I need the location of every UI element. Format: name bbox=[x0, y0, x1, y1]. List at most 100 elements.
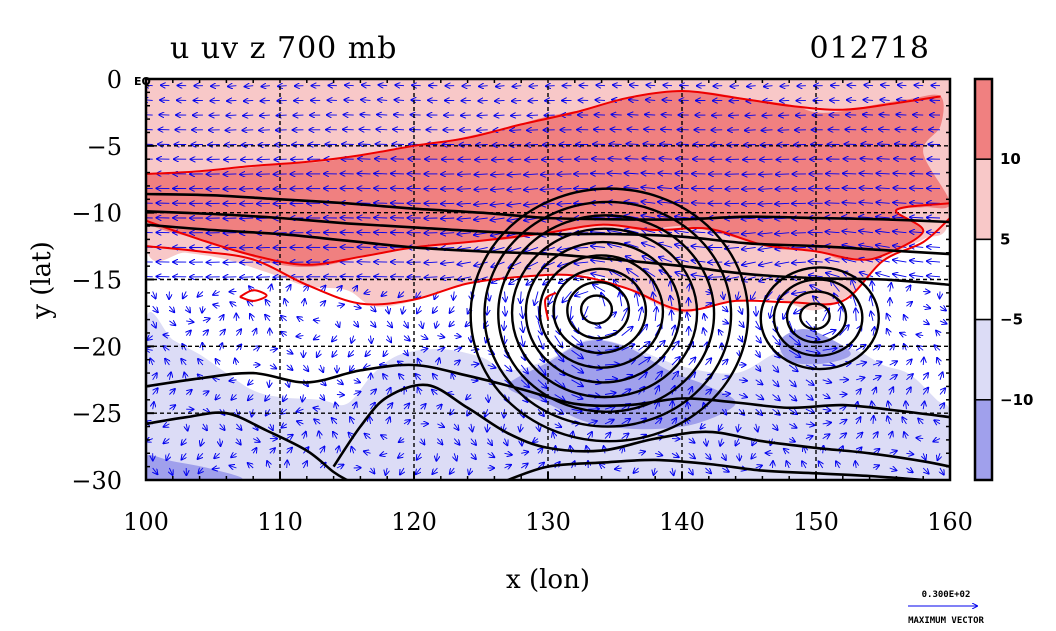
wind-vector bbox=[722, 321, 728, 324]
wind-vector bbox=[755, 395, 764, 400]
wind-vector bbox=[164, 439, 170, 444]
wind-vector bbox=[387, 306, 389, 313]
wind-vector bbox=[320, 447, 324, 454]
wind-vector bbox=[507, 189, 522, 190]
wind-vector bbox=[452, 374, 455, 380]
wind-vector bbox=[303, 461, 307, 469]
wind-vector bbox=[629, 100, 639, 101]
wind-vector bbox=[336, 380, 343, 384]
wind-vector bbox=[242, 130, 254, 131]
wind-vector bbox=[297, 421, 304, 424]
wind-vector bbox=[214, 453, 220, 458]
wind-vector bbox=[739, 408, 744, 415]
wind-vector bbox=[822, 365, 835, 366]
wind-vector bbox=[856, 378, 864, 380]
wind-vector bbox=[927, 232, 941, 233]
wind-vector bbox=[360, 129, 371, 130]
colorbar-segment bbox=[974, 238, 993, 321]
wind-vector bbox=[906, 387, 910, 395]
wind-vector bbox=[537, 379, 547, 388]
colorbar-segment bbox=[974, 78, 993, 160]
wind-vector bbox=[792, 233, 806, 234]
wind-vector bbox=[470, 380, 478, 381]
wind-vector bbox=[510, 130, 522, 131]
wind-vector bbox=[353, 380, 360, 383]
wind-vector bbox=[759, 203, 773, 204]
wind-vector bbox=[286, 365, 293, 370]
wind-vector bbox=[169, 389, 175, 395]
wind-vector bbox=[688, 439, 695, 443]
wind-vector bbox=[839, 406, 846, 409]
wind-vector bbox=[183, 291, 186, 299]
chart-timestamp: 012718 bbox=[809, 31, 930, 66]
wind-vector bbox=[475, 174, 488, 175]
wind-vector bbox=[161, 85, 170, 86]
wind-vector bbox=[805, 335, 820, 340]
wind-vector bbox=[805, 436, 813, 439]
wind-vector bbox=[856, 417, 860, 425]
wind-vector bbox=[688, 373, 695, 381]
wind-vector bbox=[337, 320, 339, 327]
wind-vector bbox=[739, 306, 742, 314]
wind-vector bbox=[658, 202, 673, 204]
geopotential-ring bbox=[579, 294, 614, 325]
wind-vector bbox=[504, 320, 505, 330]
wind-vector bbox=[570, 306, 571, 320]
wind-vector bbox=[604, 364, 619, 365]
wind-vector bbox=[742, 218, 756, 219]
wind-vector bbox=[240, 174, 254, 175]
wind-vector bbox=[487, 423, 488, 432]
wind-vector bbox=[745, 130, 756, 131]
wind-vector bbox=[935, 345, 941, 350]
wind-vector bbox=[621, 434, 629, 439]
wind-vector bbox=[417, 305, 421, 313]
wind-vector bbox=[354, 286, 357, 292]
wind-vector bbox=[630, 85, 639, 86]
wind-vector bbox=[643, 256, 656, 263]
wind-vector bbox=[474, 203, 488, 204]
wind-vector bbox=[147, 336, 153, 340]
wind-vector bbox=[395, 100, 405, 101]
wind-vector bbox=[859, 245, 874, 248]
wind-vector bbox=[351, 335, 353, 343]
wind-vector bbox=[436, 320, 438, 328]
wind-vector bbox=[270, 423, 273, 430]
wind-vector bbox=[529, 86, 539, 87]
wind-vector bbox=[538, 306, 539, 320]
wind-vector bbox=[721, 468, 729, 472]
wind-vector bbox=[703, 328, 705, 336]
wind-vector bbox=[166, 453, 169, 460]
wind-vector bbox=[163, 335, 170, 336]
wind-vector bbox=[625, 173, 639, 174]
wind-vector bbox=[893, 188, 907, 189]
wind-vector bbox=[454, 453, 456, 460]
wind-vector bbox=[784, 449, 789, 454]
wind-vector bbox=[371, 320, 376, 327]
wind-vector bbox=[364, 365, 371, 368]
wind-vector bbox=[354, 320, 359, 327]
wind-vector bbox=[856, 362, 866, 365]
wind-vector bbox=[687, 313, 689, 321]
wind-vector bbox=[773, 423, 778, 430]
wind-vector bbox=[371, 306, 376, 311]
wind-vector bbox=[826, 203, 840, 204]
wind-vector bbox=[627, 129, 639, 130]
wind-vector bbox=[722, 291, 723, 299]
wind-vector bbox=[203, 423, 207, 430]
wind-vector bbox=[626, 158, 639, 159]
wind-vector bbox=[893, 203, 907, 204]
wind-vector bbox=[872, 362, 882, 365]
wind-vector bbox=[198, 292, 204, 297]
wind-vector bbox=[469, 467, 471, 474]
wind-vector bbox=[245, 86, 254, 87]
wind-vector bbox=[270, 285, 272, 292]
wind-vector bbox=[739, 335, 742, 342]
wind-vector bbox=[636, 292, 638, 307]
wind-vector bbox=[437, 347, 444, 350]
wind-vector bbox=[449, 321, 454, 326]
geopotential-ring bbox=[524, 240, 682, 384]
wind-vector bbox=[756, 364, 761, 371]
wind-vector bbox=[609, 159, 622, 160]
wind-vector bbox=[474, 218, 488, 220]
wind-vector bbox=[604, 433, 611, 439]
